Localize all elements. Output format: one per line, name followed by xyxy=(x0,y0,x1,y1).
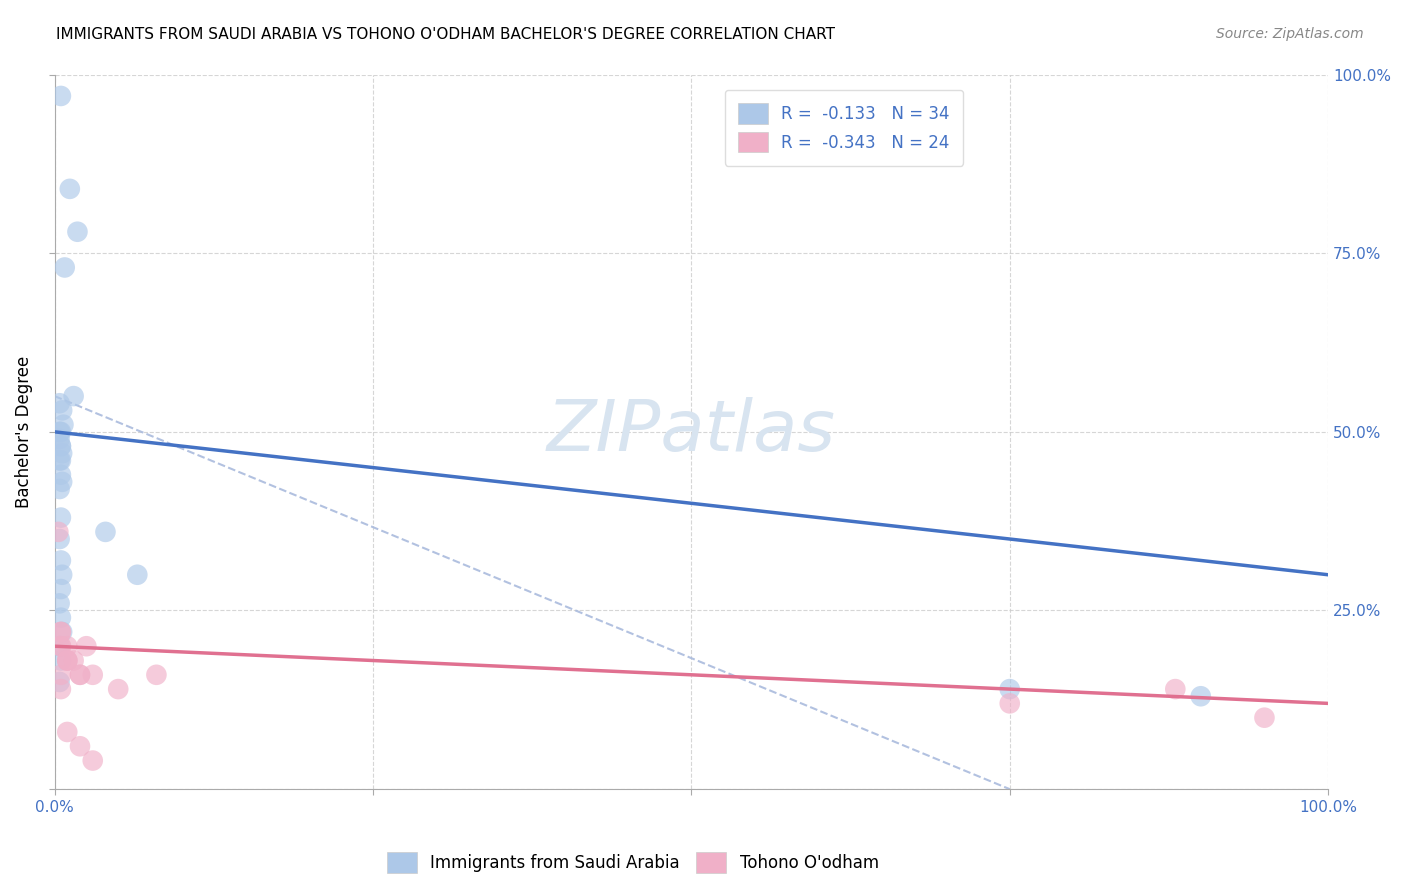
Point xyxy=(52,417,75,432)
Point xyxy=(69,739,91,754)
Point xyxy=(48,675,70,690)
Legend: Immigrants from Saudi Arabia, Tohono O'odham: Immigrants from Saudi Arabia, Tohono O'o… xyxy=(380,846,886,880)
Point xyxy=(48,396,70,410)
Point xyxy=(62,389,84,403)
Point xyxy=(49,453,72,467)
Point xyxy=(1189,690,1212,704)
Point xyxy=(48,596,70,610)
Point xyxy=(51,567,73,582)
Point xyxy=(1253,711,1275,725)
Point xyxy=(53,260,76,275)
Point xyxy=(127,567,149,582)
Point xyxy=(998,697,1021,711)
Point xyxy=(49,425,72,439)
Point xyxy=(49,639,72,653)
Text: ZIPatlas: ZIPatlas xyxy=(547,397,835,467)
Y-axis label: Bachelor's Degree: Bachelor's Degree xyxy=(15,356,32,508)
Point xyxy=(48,425,70,439)
Point xyxy=(69,668,91,682)
Point xyxy=(49,89,72,103)
Point xyxy=(56,725,79,739)
Point xyxy=(56,639,79,653)
Point xyxy=(62,653,84,667)
Point xyxy=(48,453,70,467)
Point xyxy=(82,754,104,768)
Point xyxy=(46,524,69,539)
Point xyxy=(51,624,73,639)
Point xyxy=(49,610,72,624)
Point xyxy=(49,624,72,639)
Point xyxy=(51,403,73,417)
Text: Source: ZipAtlas.com: Source: ZipAtlas.com xyxy=(1216,27,1364,41)
Point xyxy=(94,524,117,539)
Point xyxy=(145,668,167,682)
Point xyxy=(49,582,72,596)
Point xyxy=(49,439,72,453)
Text: IMMIGRANTS FROM SAUDI ARABIA VS TOHONO O'ODHAM BACHELOR'S DEGREE CORRELATION CHA: IMMIGRANTS FROM SAUDI ARABIA VS TOHONO O… xyxy=(56,27,835,42)
Point xyxy=(49,510,72,524)
Point xyxy=(48,432,70,446)
Point xyxy=(48,482,70,496)
Point xyxy=(49,467,72,482)
Point xyxy=(56,653,79,667)
Point xyxy=(51,446,73,460)
Point xyxy=(82,668,104,682)
Point xyxy=(49,553,72,567)
Point xyxy=(66,225,89,239)
Point xyxy=(49,624,72,639)
Point xyxy=(1164,682,1187,697)
Point xyxy=(998,682,1021,697)
Point xyxy=(49,639,72,653)
Point xyxy=(49,439,72,453)
Point xyxy=(49,682,72,697)
Legend: R =  -0.133   N = 34, R =  -0.343   N = 24: R = -0.133 N = 34, R = -0.343 N = 24 xyxy=(724,90,963,166)
Point xyxy=(56,653,79,667)
Point xyxy=(75,639,97,653)
Point xyxy=(48,532,70,546)
Point xyxy=(51,475,73,489)
Point xyxy=(49,653,72,667)
Point xyxy=(48,639,70,653)
Point xyxy=(107,682,129,697)
Point xyxy=(69,668,91,682)
Point xyxy=(59,182,82,196)
Point xyxy=(56,653,79,667)
Point xyxy=(49,668,72,682)
